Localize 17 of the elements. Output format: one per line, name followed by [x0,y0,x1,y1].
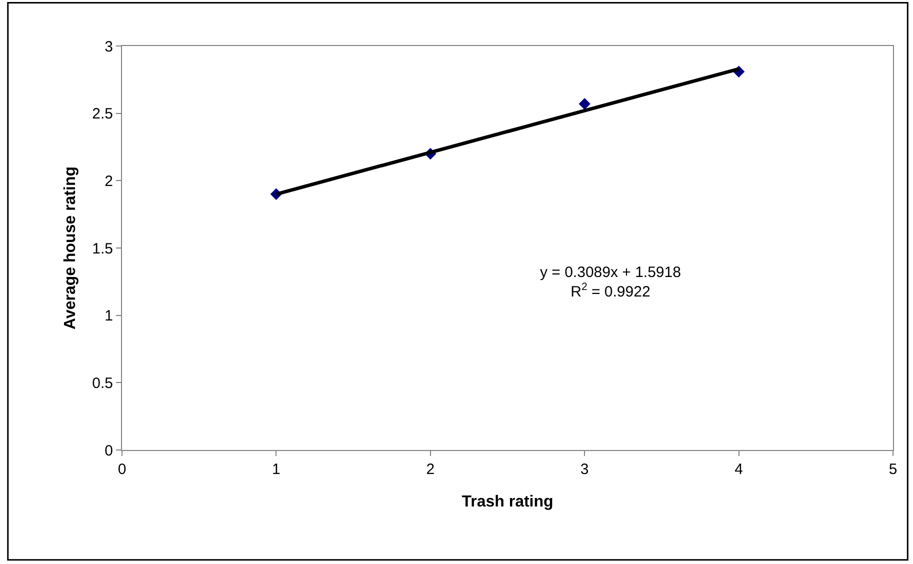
y-tick-label: 2.5 [92,106,113,123]
x-tick-label: 3 [580,461,589,478]
annotation: y = 0.3089x + 1.5918 R$^{2}$ = 0.9922 [540,264,681,300]
x-axis-title: Trash rating [462,494,554,511]
y-tick-label: 0.5 [92,374,113,392]
y-tick-label: 2 [104,172,113,190]
x-tick-label: 4 [734,461,743,478]
x-tick-label: 1 [272,461,280,478]
y-tick-label: 0 [104,442,113,460]
x-tick-label: 2 [426,461,435,478]
y-axis-title: Average house rating [62,166,80,330]
point [578,98,590,110]
x-tick-label: 0 [118,461,126,478]
y-tick-label: 3 [104,38,113,56]
y-tick-label: 1.5 [92,240,113,258]
y-tick-label: 1 [104,308,113,325]
x-tick-label: 5 [888,461,898,478]
